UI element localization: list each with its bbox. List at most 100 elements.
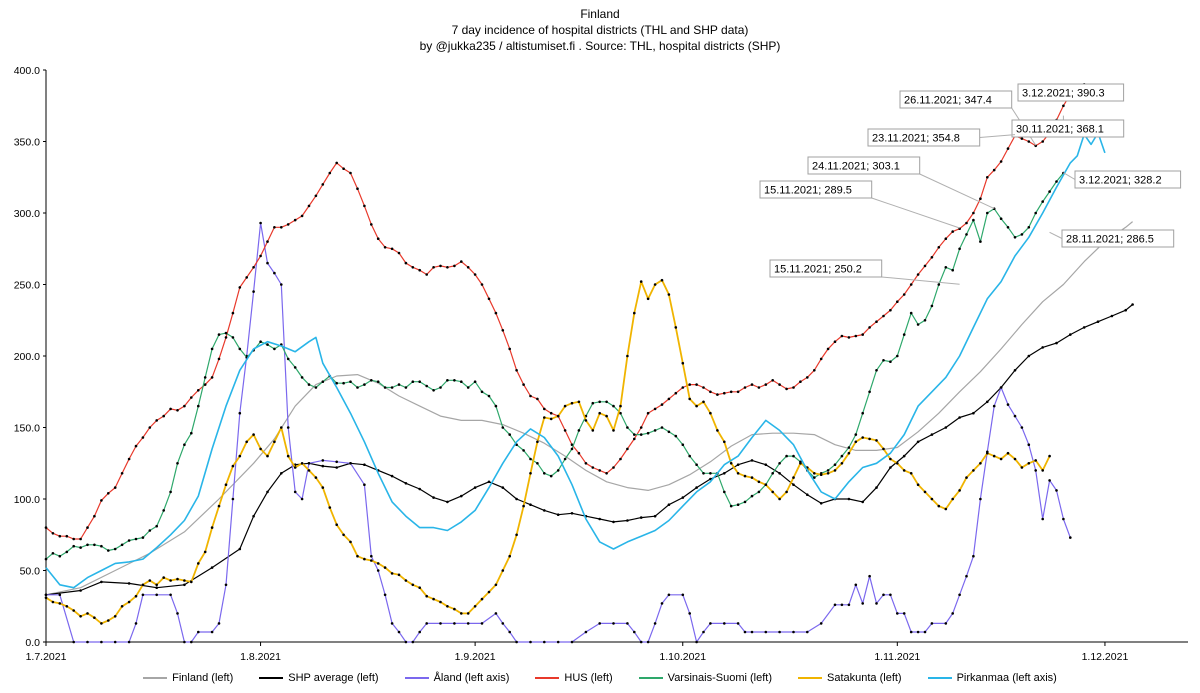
data-point — [72, 640, 75, 644]
data-point — [93, 616, 96, 619]
data-point — [473, 605, 477, 608]
data-point — [100, 499, 103, 502]
data-point — [515, 533, 518, 537]
data-point — [639, 640, 643, 644]
data-point — [210, 566, 214, 569]
data-point — [390, 386, 394, 389]
callout-label: 3.12.2021; 390.3 — [1022, 88, 1105, 100]
data-point — [909, 311, 913, 315]
data-point — [321, 486, 325, 489]
data-point — [896, 300, 899, 304]
data-point — [688, 454, 691, 458]
y-tick-label: 100.0 — [14, 494, 40, 506]
data-point — [1020, 233, 1024, 236]
data-point — [633, 437, 636, 441]
data-point — [986, 176, 989, 179]
data-point — [889, 466, 892, 469]
data-point — [335, 460, 339, 464]
data-point — [203, 383, 207, 386]
data-point — [847, 451, 851, 455]
legend-label: HUS (left) — [564, 672, 613, 684]
data-point — [930, 497, 934, 501]
data-point — [107, 492, 110, 495]
data-point — [785, 387, 788, 391]
data-point — [307, 383, 311, 386]
data-point — [473, 273, 477, 276]
data-point — [875, 602, 878, 605]
data-point — [633, 433, 636, 436]
data-point — [210, 376, 214, 379]
data-point — [716, 393, 719, 396]
data-point — [930, 622, 934, 625]
data-point — [667, 430, 671, 434]
data-point — [473, 486, 477, 489]
data-point — [813, 369, 816, 372]
data-point — [1020, 466, 1024, 469]
data-point — [577, 451, 581, 455]
data-point — [508, 433, 512, 436]
data-point — [909, 472, 913, 475]
data-point — [113, 486, 117, 489]
data-point — [335, 161, 339, 165]
data-point — [965, 574, 968, 578]
data-point — [162, 414, 165, 418]
data-point — [626, 426, 629, 429]
data-point — [190, 396, 193, 399]
data-point — [203, 550, 207, 554]
data-point — [999, 457, 1003, 461]
data-point — [951, 612, 954, 615]
data-point — [819, 357, 823, 361]
data-point — [127, 640, 131, 644]
legend-item: Åland (left axis) — [404, 672, 509, 684]
data-point — [169, 593, 172, 597]
data-point — [397, 383, 401, 386]
data-point — [273, 271, 276, 275]
data-point — [515, 640, 518, 644]
data-point — [176, 612, 179, 615]
data-point — [882, 447, 885, 451]
data-point — [702, 400, 705, 404]
data-point — [446, 500, 449, 504]
data-point — [570, 401, 574, 405]
data-point — [1048, 479, 1051, 482]
callout-box — [759, 180, 873, 199]
data-point — [902, 293, 906, 296]
data-point — [72, 609, 75, 612]
series-line — [45, 279, 1051, 625]
data-point — [806, 493, 809, 497]
data-point — [86, 526, 89, 529]
data-point — [300, 214, 304, 218]
x-tick-label: 1.10.2021 — [659, 651, 706, 663]
data-point — [107, 619, 110, 622]
data-point — [584, 462, 588, 465]
data-point — [736, 390, 740, 394]
data-point — [833, 463, 837, 467]
data-point — [764, 383, 768, 386]
data-point — [612, 466, 615, 469]
data-point — [992, 168, 996, 172]
data-point — [370, 223, 373, 226]
callout-label: 3.12.2021; 328.2 — [1079, 175, 1162, 187]
y-tick-label: 300.0 — [14, 208, 40, 220]
data-point — [356, 554, 359, 558]
data-point — [861, 333, 864, 336]
callout-leader — [881, 276, 960, 285]
data-point — [508, 554, 512, 558]
data-point — [1062, 104, 1065, 108]
data-point — [58, 554, 62, 558]
data-point — [155, 524, 158, 528]
data-point — [432, 496, 435, 499]
data-point — [390, 572, 394, 575]
data-point — [826, 472, 830, 475]
data-point — [363, 463, 366, 467]
x-tick-label: 1.8.2021 — [240, 651, 281, 663]
data-point — [363, 483, 366, 487]
data-point — [889, 593, 892, 597]
data-point — [432, 389, 435, 392]
data-point — [882, 359, 885, 362]
data-point — [543, 640, 546, 644]
data-point — [896, 462, 899, 465]
data-point — [79, 589, 82, 592]
data-point — [702, 630, 705, 634]
data-point — [86, 612, 89, 615]
